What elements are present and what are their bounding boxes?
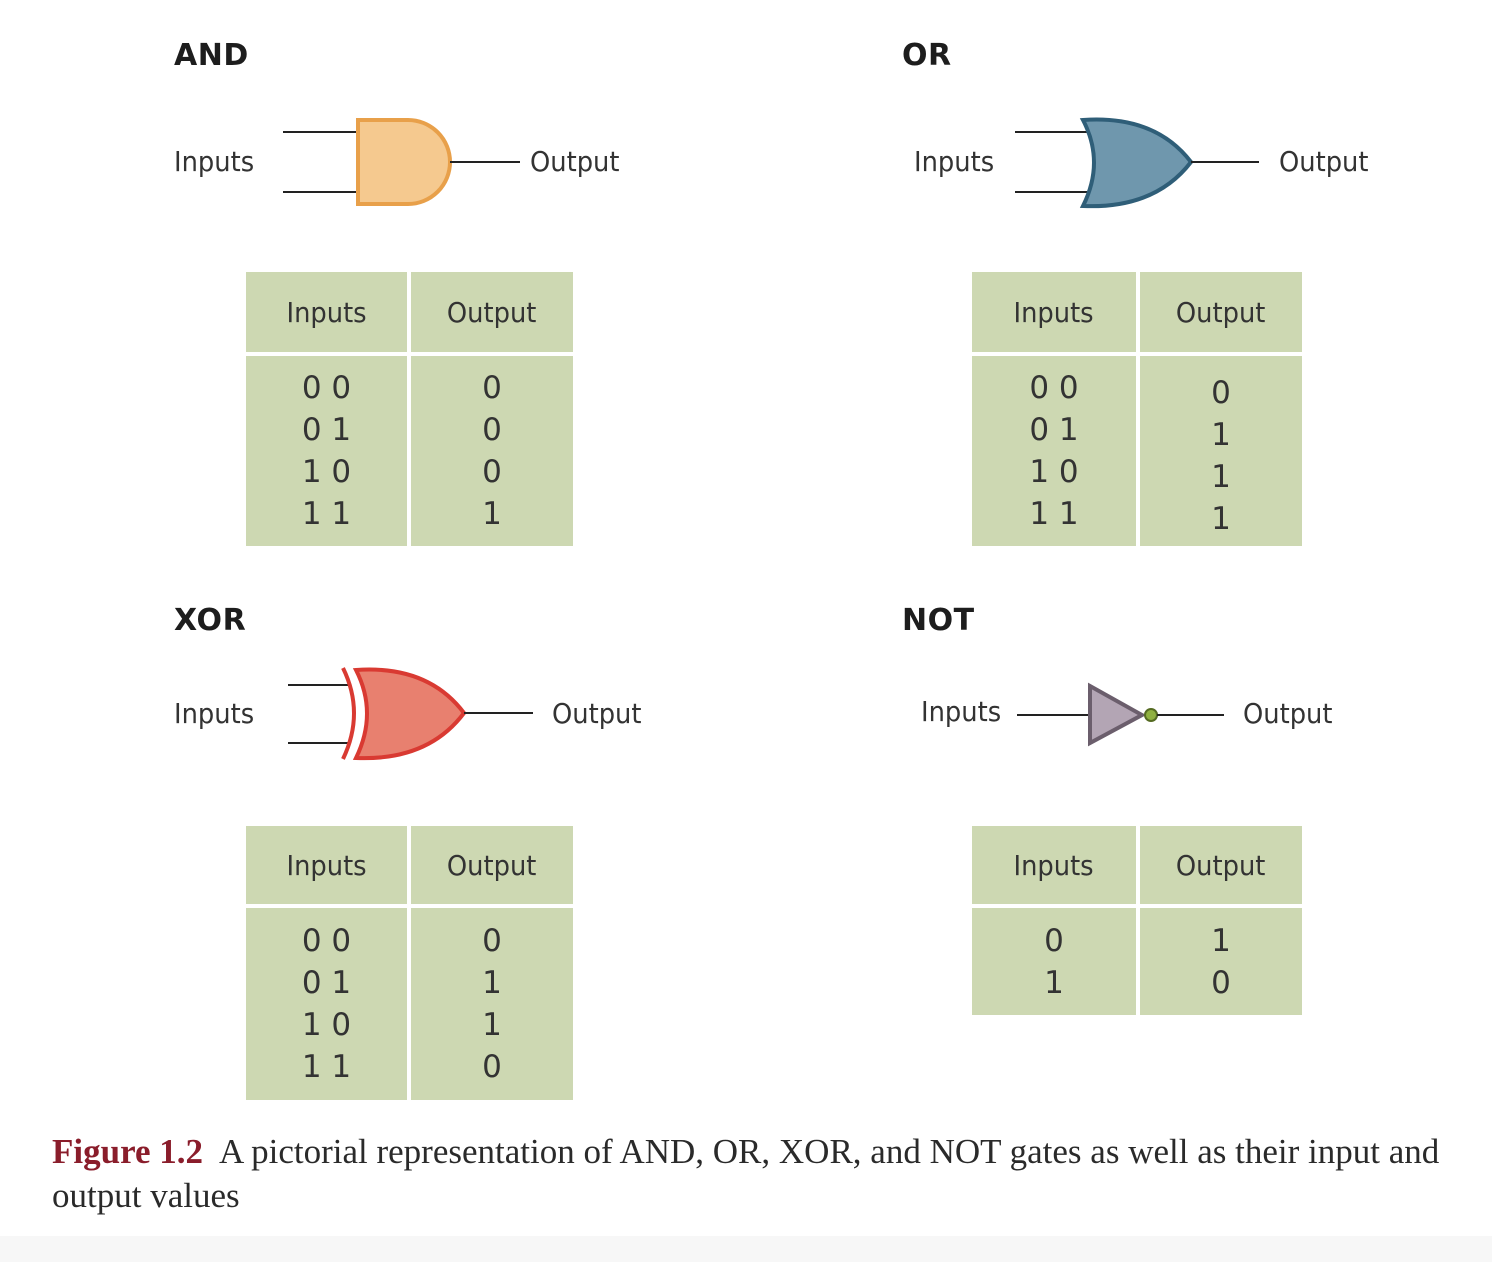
or-inputs-label: Inputs (914, 145, 995, 178)
not-table-header-output: Output (1140, 826, 1302, 904)
table-row: 1 1 (301, 496, 352, 532)
table-row: 0 1 (301, 965, 352, 1001)
table-row: 0 0 (301, 923, 352, 959)
figure-number: Figure 1.2 (52, 1132, 204, 1171)
or-gate-body (1079, 117, 1194, 209)
xor-gate-symbol (288, 667, 533, 761)
or-table-header-output: Output (1140, 272, 1302, 352)
table-row: 0 (482, 923, 502, 959)
table-row: 0 (482, 1049, 502, 1085)
table-row: 1 (1211, 922, 1231, 959)
table-row: 1 (482, 1007, 502, 1043)
not-gate-bubble (1144, 708, 1158, 722)
table-row: 1 1 (1029, 496, 1079, 532)
table-row: 0 1 (301, 412, 352, 448)
xor-truth-table: Inputs Output 0 0 0 1 1 0 1 1 0 1 1 0 (246, 826, 573, 1100)
and-gate-symbol (283, 118, 520, 206)
xor-table-outputs: 0 1 1 0 (411, 908, 573, 1100)
table-row: 1 (1211, 459, 1231, 495)
table-row: 1 (1044, 964, 1064, 1001)
xor-gate-back-arc (341, 667, 356, 760)
not-inputs-label: Inputs (921, 695, 1002, 728)
xor-table-inputs: 0 0 0 1 1 0 1 1 (246, 908, 407, 1100)
not-table-outputs: 1 0 (1140, 908, 1302, 1015)
table-row: 1 0 (301, 454, 352, 490)
and-table-outputs: 0 0 0 1 (411, 356, 573, 546)
xor-output-label: Output (552, 697, 642, 730)
and-table-header-output: Output (411, 272, 573, 352)
figure-caption: Figure 1.2 A pictorial representation of … (52, 1130, 1457, 1218)
and-output-label: Output (530, 145, 620, 178)
or-table-outputs: 0 1 1 1 (1140, 356, 1302, 546)
xor-table-header-inputs: Inputs (246, 826, 407, 904)
xor-title: XOR (174, 603, 247, 638)
table-row: 0 1 (1029, 412, 1079, 448)
not-output-label: Output (1243, 697, 1333, 730)
not-truth-table: Inputs Output 0 1 1 0 (972, 826, 1302, 1015)
table-row: 1 (482, 965, 502, 1001)
table-row: 0 (1211, 964, 1231, 1001)
caption-text: A pictorial representation of AND, OR, X… (52, 1132, 1440, 1215)
and-table-inputs: 0 0 0 1 1 0 1 1 (246, 356, 407, 546)
table-row: 0 (482, 370, 502, 406)
or-title: OR (902, 38, 952, 73)
xor-table-header-output: Output (411, 826, 573, 904)
xor-gate-body (352, 667, 467, 761)
table-row: 0 0 (1029, 370, 1079, 406)
table-row: 0 (482, 454, 502, 490)
and-table-header-inputs: Inputs (246, 272, 407, 352)
table-row: 0 (1044, 922, 1064, 959)
not-table-header-inputs: Inputs (972, 826, 1136, 904)
not-title: NOT (902, 603, 975, 638)
not-gate-symbol (1017, 682, 1224, 747)
and-inputs-label: Inputs (174, 145, 255, 178)
xor-inputs-label: Inputs (174, 697, 255, 730)
or-table-header-inputs: Inputs (972, 272, 1136, 352)
and-title: AND (174, 38, 249, 73)
or-table-inputs: 0 0 0 1 1 0 1 1 (972, 356, 1136, 546)
table-row: 1 0 (1029, 454, 1079, 490)
or-output-label: Output (1279, 145, 1369, 178)
table-row: 1 (1211, 501, 1231, 537)
bottom-band (0, 1236, 1492, 1262)
table-row: 1 (1211, 417, 1231, 453)
table-row: 0 (1211, 375, 1231, 411)
table-row: 0 (482, 412, 502, 448)
table-row: 1 1 (301, 1049, 352, 1085)
and-truth-table: Inputs Output 0 0 0 1 1 0 1 1 0 0 0 1 (246, 272, 573, 546)
not-gate-body (1088, 682, 1147, 747)
or-gate-symbol (1015, 117, 1259, 209)
table-row: 1 0 (301, 1007, 352, 1043)
or-truth-table: Inputs Output 0 0 0 1 1 0 1 1 0 1 1 1 (972, 272, 1302, 546)
table-row: 0 0 (301, 370, 352, 406)
and-gate-body (356, 118, 452, 206)
table-row: 1 (482, 496, 502, 532)
not-table-inputs: 0 1 (972, 908, 1136, 1015)
